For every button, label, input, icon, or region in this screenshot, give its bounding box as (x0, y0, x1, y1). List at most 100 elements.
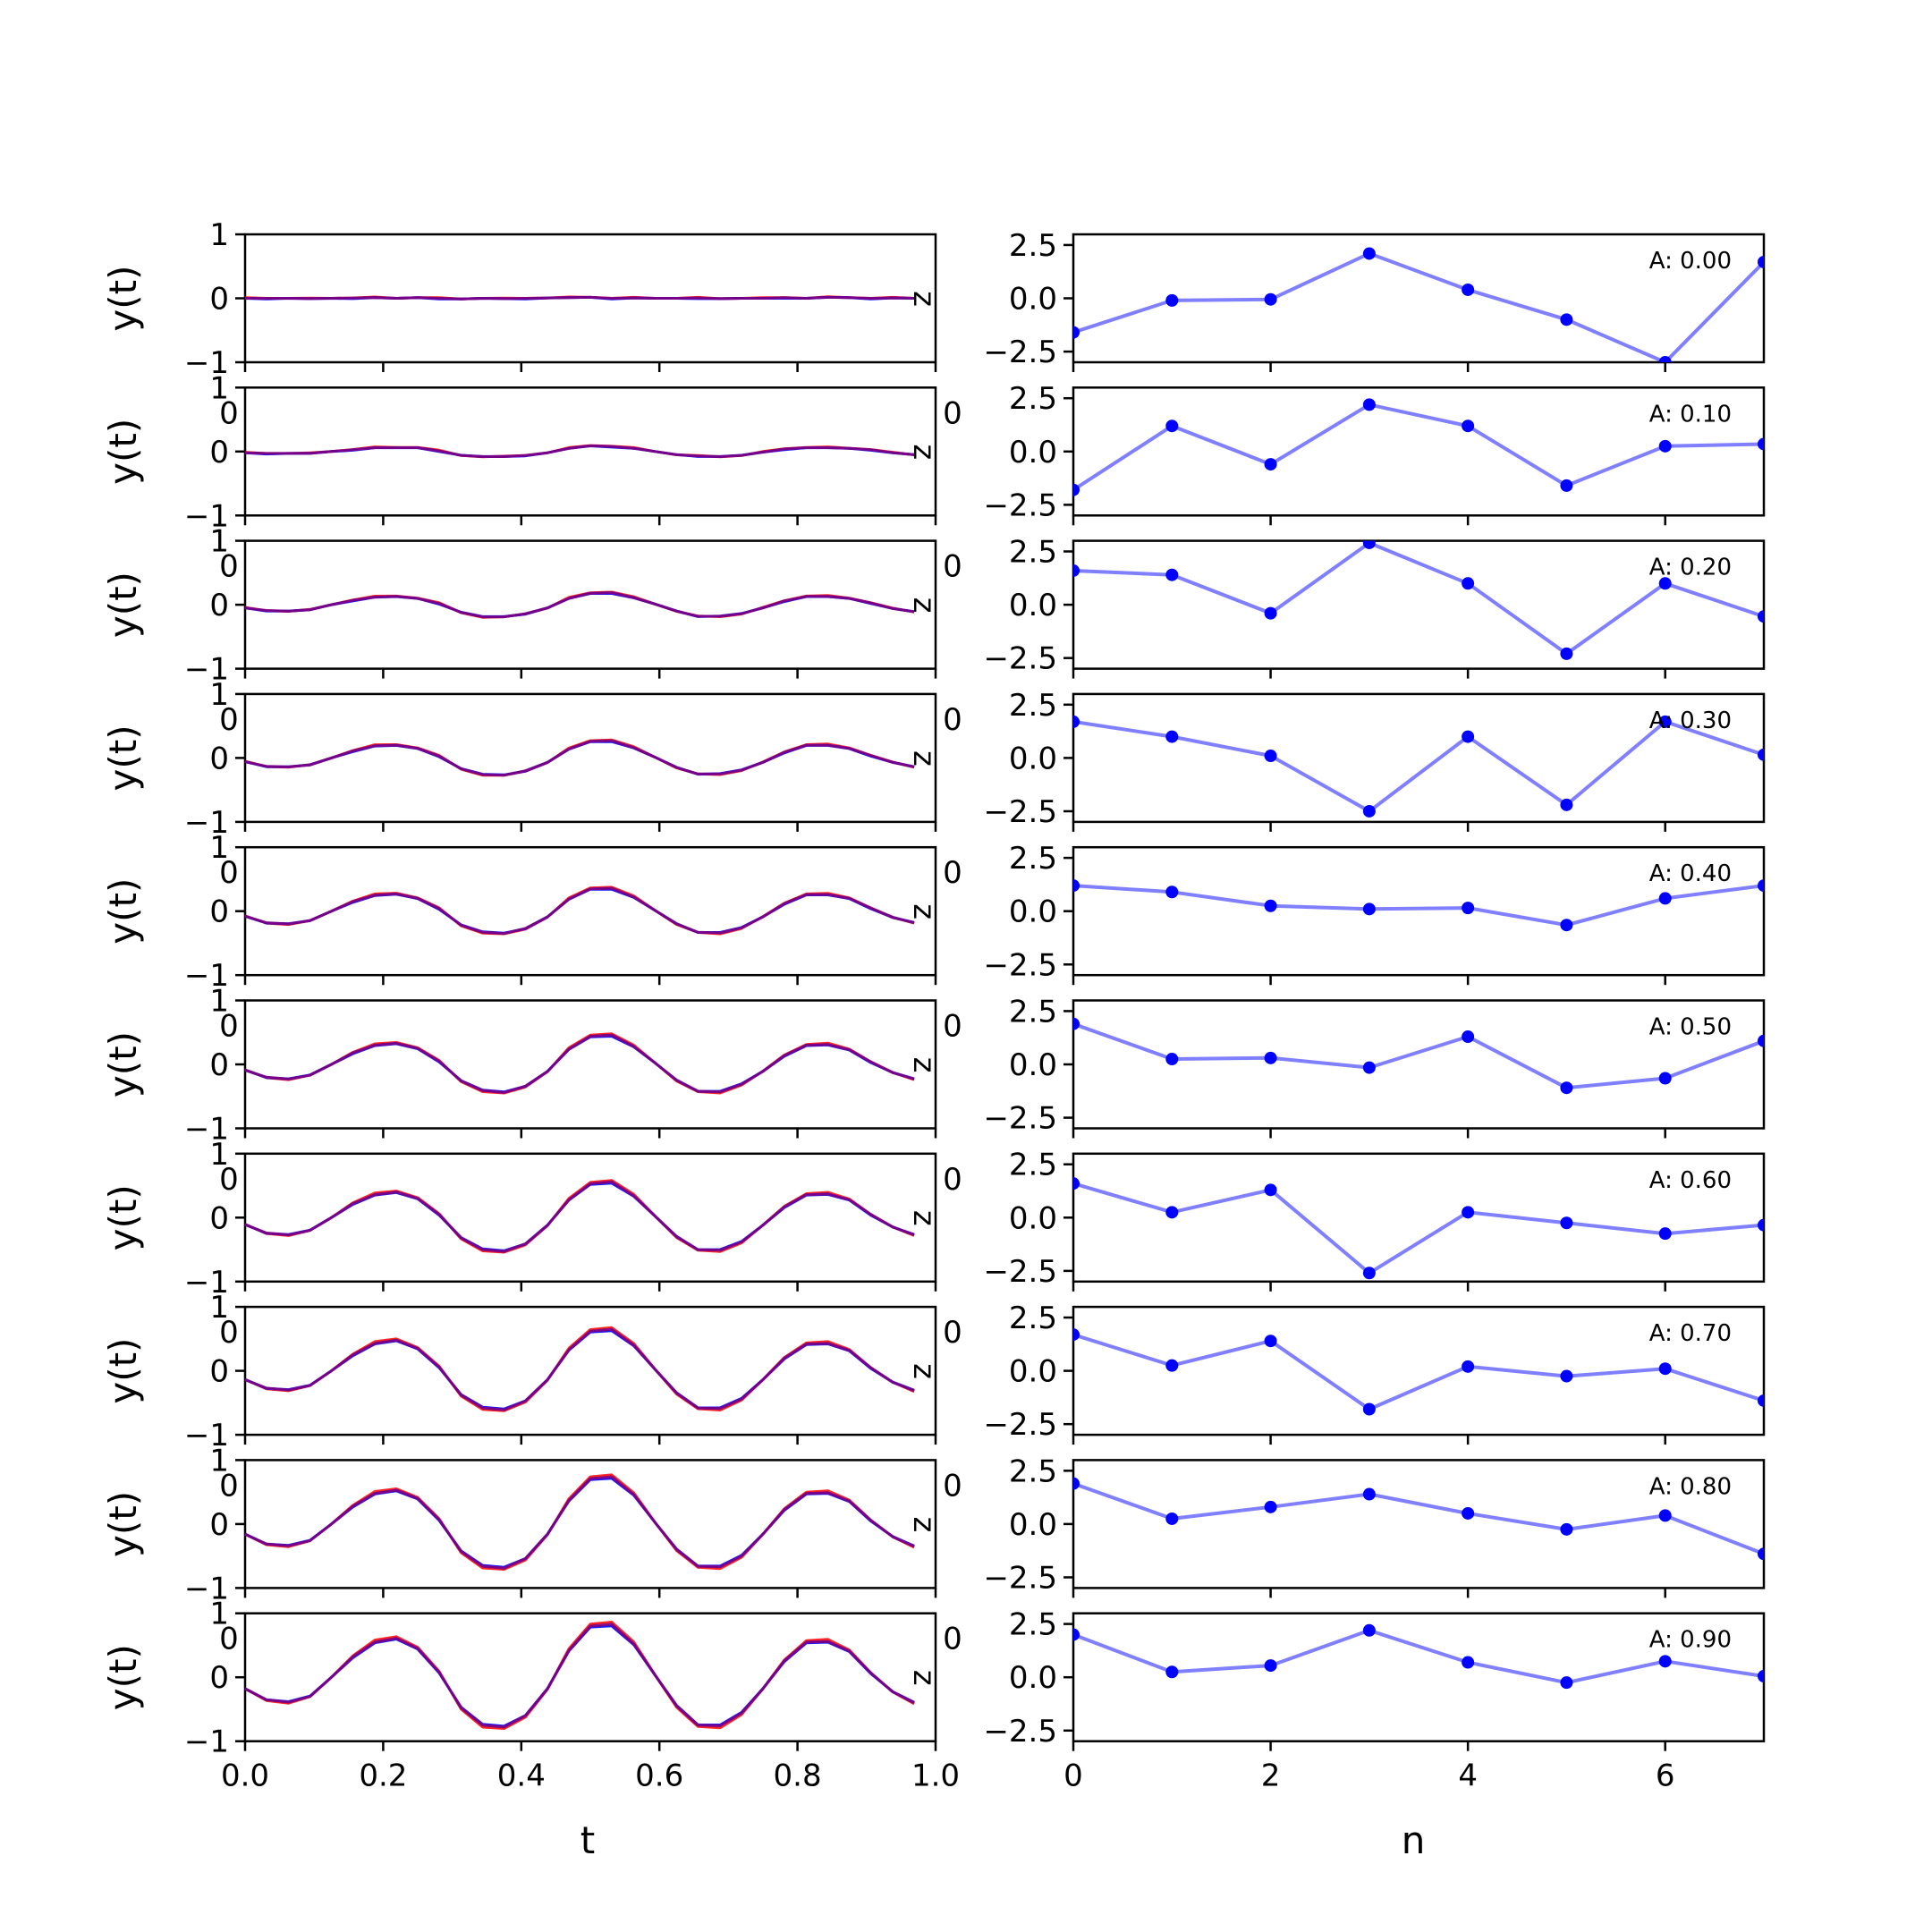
coefficient-line (1073, 1021, 1764, 1090)
y-tick-label: 1 (209, 1137, 229, 1173)
coefficient-point (1560, 1216, 1573, 1230)
coefficient-point (1462, 1206, 1475, 1219)
y-tick-label: −1 (184, 652, 229, 688)
x-axis-label-n: n (1402, 1818, 1426, 1862)
coefficient-point (1462, 1360, 1475, 1373)
y-tick-label: −2.5 (983, 1560, 1057, 1596)
coefficient-point (1462, 419, 1475, 433)
y-tick-label: 2.5 (1009, 994, 1057, 1030)
coefficient-point (1462, 283, 1475, 296)
corner-letter: z (906, 291, 942, 307)
signal-panel-frame (243, 1152, 937, 1284)
coefficient-point (1264, 750, 1277, 763)
coefficient-point (1165, 1053, 1179, 1066)
coefficient-point (1264, 606, 1277, 620)
overlap-tick-label: 0 (943, 1162, 962, 1198)
y-tick-label: −1 (184, 1724, 229, 1760)
coefficient-series (1073, 1477, 1764, 1561)
coefficient-point (1165, 568, 1179, 581)
overlap-tick-label: 0 (943, 702, 962, 738)
y-tick-label: 2.5 (1009, 1301, 1057, 1336)
y-tick-label: 0.0 (1009, 435, 1057, 470)
signal-panel-frame (243, 692, 937, 824)
signal-panel-3: 10−1y(t) z0 (101, 677, 942, 841)
coefficient-line (1073, 1333, 1764, 1411)
coefficient-point (1758, 748, 1764, 761)
coefficient-point (1264, 1335, 1277, 1348)
x-tick-label: 1.0 (911, 1758, 960, 1794)
y-axis-label: y(t) (101, 1338, 145, 1404)
amplitude-annotation: A: 0.40 (1649, 860, 1732, 887)
series-line-purple (244, 1623, 915, 1729)
coefficient-line (1073, 1182, 1764, 1275)
y-axis-label: y(t) (101, 419, 145, 485)
signal-panel-9: 10−10.0 0.2 0.4 0.6 0.8 1.0y(t) z0 (101, 1597, 960, 1794)
coefficient-series (1073, 715, 1764, 818)
corner-letter: z (906, 1670, 942, 1686)
coefficient-point (1073, 1177, 1080, 1191)
coefficient-point (1462, 577, 1475, 590)
signal-panel-frame (243, 539, 937, 670)
coefficient-point (1758, 1218, 1764, 1232)
overlap-tick-label: 0 (943, 1468, 962, 1504)
y-tick-label: 0 (209, 588, 229, 623)
y-tick-label: 1 (209, 524, 229, 560)
coefficient-point (1658, 577, 1672, 590)
coefficient-point (1758, 1394, 1764, 1407)
x-tick-label: 2 (1261, 1758, 1281, 1794)
coefficient-point (1073, 879, 1080, 893)
signal-panel-frame (243, 1305, 937, 1436)
y-tick-label: 1 (209, 1597, 229, 1632)
y-tick-label: 1 (209, 984, 229, 1020)
y-tick-label: 2.5 (1009, 1607, 1057, 1643)
coefficient-point (1165, 419, 1179, 433)
y-tick-label: 0 (209, 1507, 229, 1543)
coefficient-panel-9: 2.50.0−2.50 2 4 6A: 0.900 (943, 1607, 1766, 1794)
y-tick-label: −2.5 (983, 1254, 1057, 1290)
corner-letter: z (906, 1363, 942, 1379)
coefficient-point (1073, 483, 1080, 496)
coefficient-series (1073, 1017, 1764, 1095)
signal-panel-frame (243, 845, 937, 977)
coefficient-point (1658, 1362, 1672, 1376)
signal-panel-0: 1 0 −1 y(t) z (101, 217, 942, 381)
signal-panel-7: 10−1y(t) z0 (101, 1290, 942, 1453)
coefficient-series (1073, 247, 1764, 362)
series-line-purple (244, 739, 915, 777)
corner-letter: z (906, 597, 942, 614)
signal-panel-6: 10−1y(t) z0 (101, 1137, 942, 1301)
signal-panel-1: 10−1y(t) z0 (101, 370, 942, 534)
coefficient-point (1560, 479, 1573, 492)
coefficient-point (1264, 292, 1277, 306)
coefficient-series (1073, 879, 1764, 932)
x-tick-label: 0 (1063, 1758, 1083, 1794)
y-tick-label: 0.0 (1009, 1507, 1057, 1543)
y-axis-label: y(t) (101, 572, 145, 638)
coefficient-point (1560, 919, 1573, 932)
y-tick-label: 0.0 (1009, 588, 1057, 623)
y-tick-label: −1 (184, 958, 229, 994)
amplitude-annotation: A: 0.10 (1649, 401, 1732, 428)
coefficient-panel-5: 2.5 0.0 −2.5 A: 0.50 0 (943, 994, 1766, 1139)
overlap-tick-label: 0 (943, 855, 962, 891)
coefficient-point (1362, 398, 1376, 411)
y-tick-label: 0 (209, 894, 229, 930)
corner-letter: z (906, 903, 942, 919)
coefficient-point (1073, 1628, 1080, 1641)
coefficient-point (1560, 313, 1573, 326)
y-tick-label: 0 (209, 1354, 229, 1390)
coefficient-series (1073, 1328, 1764, 1416)
series-line-purple (244, 591, 915, 619)
signal-panel-5: 10−1y(t) z0 (101, 984, 942, 1148)
coefficient-point (1560, 798, 1573, 811)
y-tick-label: 1 (209, 1290, 229, 1326)
coefficient-point (1073, 715, 1080, 728)
overlap-tick-label: 0 (219, 855, 239, 891)
coefficient-point (1362, 1402, 1376, 1416)
overlap-tick-label: 0 (943, 1622, 962, 1657)
coefficient-point (1560, 1369, 1573, 1383)
coefficient-point (1758, 1547, 1764, 1561)
coefficient-point (1758, 1670, 1764, 1683)
coefficient-line (1073, 719, 1764, 813)
x-tick-label: 0.4 (497, 1758, 546, 1794)
